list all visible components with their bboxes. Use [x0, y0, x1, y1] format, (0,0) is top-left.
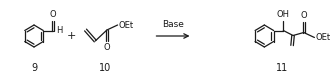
Text: 10: 10 [99, 63, 111, 73]
Text: 9: 9 [31, 63, 37, 73]
Text: Base: Base [162, 20, 184, 29]
Text: 11: 11 [276, 63, 288, 73]
Text: O: O [104, 43, 110, 52]
Text: OH: OH [277, 10, 290, 19]
Text: OEt: OEt [315, 33, 331, 42]
Text: H: H [56, 25, 62, 34]
Text: OEt: OEt [119, 20, 134, 29]
Text: O: O [50, 10, 56, 19]
Text: +: + [67, 31, 77, 41]
Text: O: O [300, 11, 307, 20]
